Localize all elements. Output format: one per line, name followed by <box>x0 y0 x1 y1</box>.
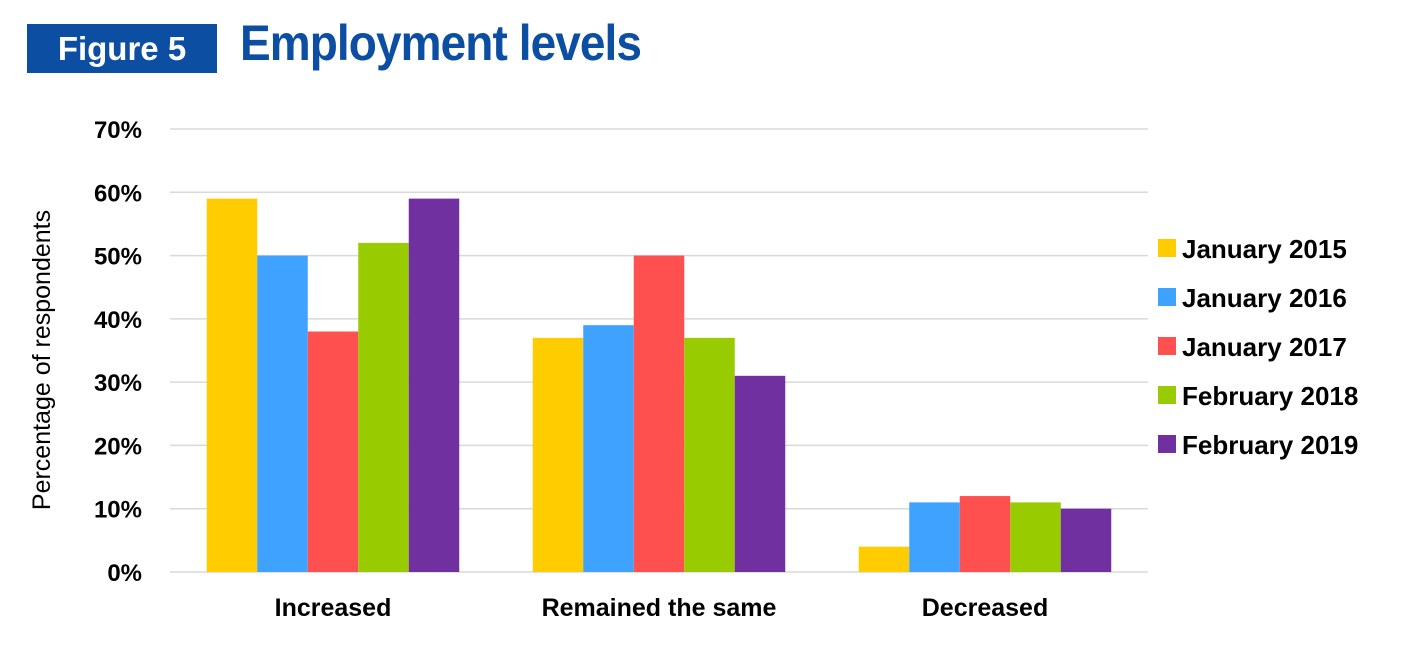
legend-label: February 2018 <box>1182 381 1358 411</box>
y-tick-label: 30% <box>94 370 142 397</box>
legend-swatch <box>1158 337 1176 355</box>
bar <box>532 337 584 572</box>
bar <box>206 198 258 572</box>
y-tick-label: 40% <box>94 307 142 334</box>
bar <box>734 375 786 572</box>
y-tick-label: 0% <box>107 560 142 587</box>
legend-swatch <box>1158 239 1176 257</box>
legend-label: January 2016 <box>1182 283 1347 313</box>
bar <box>1010 502 1061 572</box>
bar <box>959 496 1011 572</box>
x-category-label: Decreased <box>922 594 1048 622</box>
bar <box>257 255 308 573</box>
x-category-label: Increased <box>275 594 392 622</box>
y-axis-ticks: 0% 10% 20% 30% 40% 50% 60% 70% <box>94 117 142 587</box>
legend-label: February 2019 <box>1182 430 1358 460</box>
bar <box>408 198 460 572</box>
bar <box>307 331 359 572</box>
bar <box>684 337 735 572</box>
legend-swatch <box>1158 386 1176 404</box>
figure-title: Employment levels <box>240 15 642 71</box>
legend-swatch <box>1158 288 1176 306</box>
figure-label: Figure 5 <box>27 24 217 73</box>
y-tick-label: 70% <box>94 117 142 144</box>
y-tick-label: 60% <box>94 180 142 207</box>
legend: January 2015 January 2016 January 2017 Febr… <box>1158 234 1358 460</box>
legend-label: January 2015 <box>1182 234 1347 264</box>
x-category-label: Remained the same <box>542 594 777 622</box>
y-tick-label: 10% <box>94 497 142 524</box>
legend-label: January 2017 <box>1182 332 1347 362</box>
y-tick-label: 20% <box>94 433 142 460</box>
bar <box>358 242 409 572</box>
bar <box>583 325 634 572</box>
y-axis-label: Percentage of respondents <box>28 210 56 510</box>
bars <box>206 198 1112 573</box>
y-tick-label: 50% <box>94 244 142 271</box>
bar <box>1060 508 1112 572</box>
bar <box>633 255 685 573</box>
bar <box>909 502 960 572</box>
bar <box>858 546 910 572</box>
legend-swatch <box>1158 435 1176 453</box>
x-axis-categories: Increased Remained the same Decreased <box>275 594 1049 622</box>
